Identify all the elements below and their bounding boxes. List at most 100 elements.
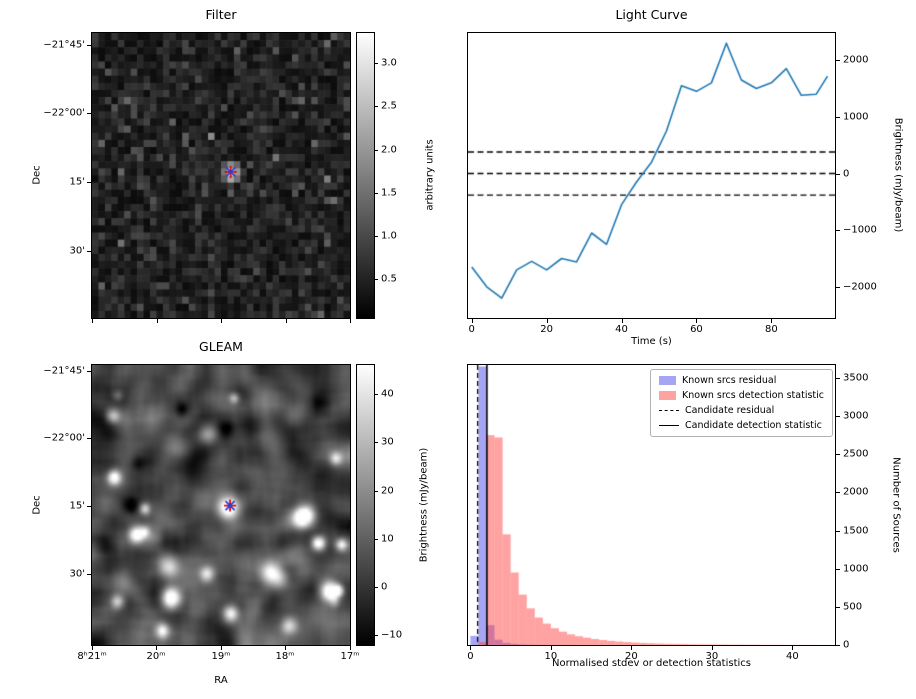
tick-mark (375, 192, 378, 194)
count-tick-label: 1000 (843, 563, 869, 575)
tick-mark (87, 438, 91, 440)
colorbar-tick-label: 40 (381, 388, 394, 400)
colorbar-tick-label: 30 (381, 436, 394, 448)
ra-tick-label: 20ᵐ (146, 651, 166, 662)
tick-mark (87, 506, 91, 508)
gleam-ylabel: Dec (31, 495, 43, 515)
tick-mark (350, 646, 351, 650)
tick-mark (155, 646, 157, 650)
tick-mark (546, 319, 548, 323)
filter-ylabel: Dec (31, 165, 43, 185)
dec-tick-label: 15' (69, 176, 85, 188)
colorbar-tick-label: 2.0 (381, 144, 397, 156)
dec-tick-label: 15' (69, 500, 85, 512)
colorbar-tick-label: −10 (381, 629, 403, 641)
colorbar-tick-label: 3.0 (381, 57, 397, 69)
tick-mark (836, 377, 840, 379)
tick-mark (836, 286, 840, 288)
tick-mark (92, 646, 93, 650)
tick-mark (631, 646, 633, 650)
tick-mark (350, 319, 351, 323)
legend-item: Candidate detection statistic (659, 420, 824, 431)
tick-mark (375, 490, 378, 492)
tick-mark (836, 416, 840, 418)
tick-mark (92, 319, 93, 323)
colorbar-tick-label: 0 (381, 581, 388, 593)
tick-mark (221, 646, 222, 650)
count-tick-label: 3500 (843, 372, 869, 384)
legend-line-swatch (659, 425, 679, 426)
colorbar-tick-label: 20 (381, 485, 394, 497)
tick-mark (375, 393, 378, 395)
tick-mark (836, 454, 840, 456)
tick-mark (550, 646, 552, 650)
brightness-tick-label: −2000 (843, 281, 877, 293)
time-tick-label: 20 (540, 324, 554, 335)
filter-colorbar-label: arbitrary units (424, 139, 436, 211)
time-tick-label: 80 (764, 324, 778, 335)
tick-mark (792, 646, 794, 650)
colorbar-tick-label: 2.5 (381, 100, 397, 112)
tick-mark (696, 319, 698, 323)
dec-tick-label: −22°00' (43, 432, 85, 444)
legend-item: Candidate residual (659, 405, 824, 416)
tick-mark (221, 319, 222, 323)
tick-mark (836, 173, 840, 175)
tick-mark (470, 646, 472, 650)
brightness-tick-label: 0 (843, 168, 850, 180)
histogram-legend: Known srcs residual Known srcs detection … (650, 369, 833, 437)
filter-colorbar (356, 32, 375, 319)
legend-label: Known srcs residual (682, 375, 777, 386)
tick-mark (375, 279, 378, 281)
tick-mark (375, 63, 378, 65)
gleam-panel-title: GLEAM (199, 339, 243, 354)
legend-item: Known srcs residual (659, 375, 824, 386)
brightness-tick-label: 2000 (843, 54, 869, 66)
tick-mark (471, 319, 473, 323)
dec-tick-label: −22°00' (43, 107, 85, 119)
tick-mark (771, 319, 773, 323)
stat-tick-label: 40 (785, 651, 799, 662)
count-tick-label: 2000 (843, 486, 869, 498)
tick-mark (836, 645, 840, 646)
legend-patch-swatch (659, 391, 676, 400)
tick-mark (375, 106, 378, 108)
dec-tick-label: −21°45' (43, 365, 85, 377)
gleam-colorbar-label: Brightness (mJy/beam) (418, 447, 430, 563)
dec-tick-label: −21°45' (43, 39, 85, 51)
legend-label: Candidate residual (685, 405, 775, 416)
tick-mark (87, 370, 91, 372)
histogram-xlabel: Normalised stdev or detection statistics (552, 658, 751, 669)
legend-label: Known srcs detection statistic (682, 390, 824, 401)
tick-mark (711, 646, 713, 650)
tick-mark (375, 587, 378, 589)
legend-label: Candidate detection statistic (685, 420, 822, 431)
dec-tick-label: 30' (69, 245, 85, 257)
light-curve-ylabel: Brightness (mJy/beam) (892, 117, 904, 233)
stat-tick-label: 10 (544, 651, 558, 662)
tick-mark (836, 568, 840, 570)
dec-tick-label: 30' (69, 568, 85, 580)
tick-mark (87, 251, 91, 253)
ra-tick-label: 18ᵐ (275, 651, 295, 662)
tick-mark (284, 646, 286, 650)
tick-mark (375, 442, 378, 444)
tick-mark (836, 116, 840, 118)
tick-mark (375, 235, 378, 237)
legend-line-swatch (659, 410, 679, 411)
colorbar-tick-label: 10 (381, 533, 394, 545)
gleam-image-canvas (91, 364, 351, 646)
tick-mark (836, 606, 840, 608)
histogram-ylabel: Number of Sources (890, 457, 902, 553)
tick-mark (375, 538, 378, 540)
ra-tick-label: 17ᵐ (340, 651, 360, 662)
legend-patch-swatch (659, 376, 676, 385)
count-tick-label: 3000 (843, 410, 869, 422)
time-tick-label: 0 (468, 324, 475, 335)
tick-mark (375, 149, 378, 151)
filter-image-canvas (91, 32, 351, 319)
ra-tick-label: 8ʰ21ᵐ (77, 651, 107, 662)
stat-tick-label: 30 (705, 651, 719, 662)
ra-tick-label: 19ᵐ (211, 651, 231, 662)
time-tick-label: 60 (690, 324, 703, 335)
